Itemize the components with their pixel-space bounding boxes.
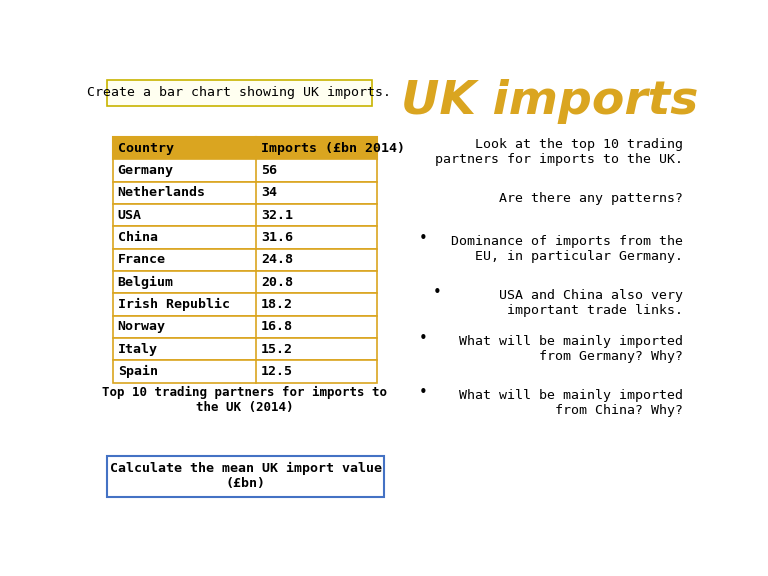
- Bar: [107, 80, 372, 106]
- Text: •: •: [432, 285, 442, 300]
- Text: Top 10 trading partners for imports to
the UK (2014): Top 10 trading partners for imports to t…: [102, 386, 387, 415]
- Text: Look at the top 10 trading
partners for imports to the UK.: Look at the top 10 trading partners for …: [435, 138, 684, 166]
- Text: Are there any patterns?: Are there any patterns?: [499, 192, 684, 205]
- Text: Spain: Spain: [118, 365, 157, 378]
- Text: Country: Country: [118, 142, 174, 154]
- Text: UK imports: UK imports: [401, 79, 698, 124]
- Bar: [113, 181, 376, 204]
- Text: 24.8: 24.8: [261, 253, 293, 266]
- Text: What will be mainly imported
from Germany? Why?: What will be mainly imported from German…: [459, 335, 684, 363]
- Text: Create a bar chart showing UK imports.: Create a bar chart showing UK imports.: [88, 86, 392, 100]
- Bar: [107, 456, 384, 497]
- Text: 56: 56: [261, 164, 277, 177]
- Text: Italy: Italy: [118, 343, 157, 355]
- Text: •: •: [419, 331, 428, 346]
- Text: 15.2: 15.2: [261, 343, 293, 355]
- Text: 16.8: 16.8: [261, 320, 293, 333]
- Text: Calculate the mean UK import value
(£bn): Calculate the mean UK import value (£bn): [110, 463, 382, 491]
- Bar: [113, 248, 376, 271]
- Text: •: •: [419, 385, 428, 400]
- Text: Norway: Norway: [118, 320, 166, 333]
- Text: 12.5: 12.5: [261, 365, 293, 378]
- Bar: [113, 360, 376, 382]
- Bar: [113, 204, 376, 226]
- Text: 31.6: 31.6: [261, 231, 293, 244]
- Text: USA: USA: [118, 209, 142, 222]
- Bar: [113, 271, 376, 293]
- Text: What will be mainly imported
from China? Why?: What will be mainly imported from China?…: [459, 389, 684, 416]
- Text: Netherlands: Netherlands: [118, 186, 206, 199]
- Text: 20.8: 20.8: [261, 275, 293, 289]
- Text: Germany: Germany: [118, 164, 174, 177]
- Text: Irish Republic: Irish Republic: [118, 298, 230, 311]
- Text: USA and China also very
important trade links.: USA and China also very important trade …: [499, 289, 684, 317]
- Text: France: France: [118, 253, 166, 266]
- Text: Dominance of imports from the
EU, in particular Germany.: Dominance of imports from the EU, in par…: [452, 234, 684, 263]
- Text: •: •: [419, 231, 428, 246]
- Text: 32.1: 32.1: [261, 209, 293, 222]
- Bar: [113, 226, 376, 248]
- Bar: [113, 137, 376, 159]
- Text: Imports (£bn 2014): Imports (£bn 2014): [261, 142, 405, 154]
- Bar: [113, 338, 376, 360]
- Text: 18.2: 18.2: [261, 298, 293, 311]
- Text: China: China: [118, 231, 157, 244]
- Bar: [113, 316, 376, 338]
- Text: 34: 34: [261, 186, 277, 199]
- Bar: [113, 293, 376, 316]
- Bar: [113, 159, 376, 181]
- Text: Belgium: Belgium: [118, 275, 174, 289]
